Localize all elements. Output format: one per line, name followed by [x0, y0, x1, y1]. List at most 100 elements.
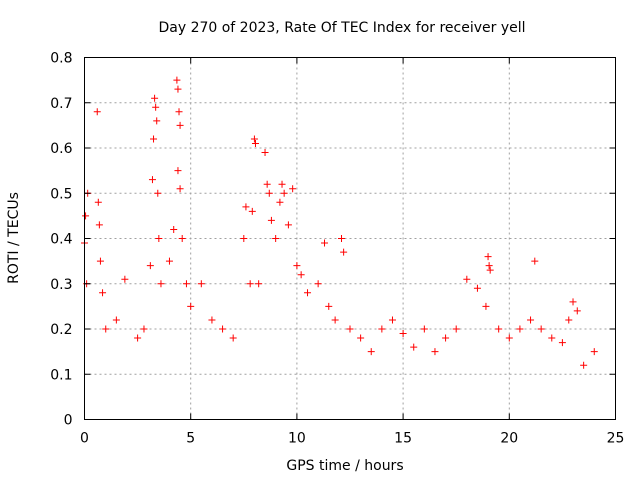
- data-point: [263, 180, 271, 188]
- data-point: [346, 325, 354, 333]
- data-point: [325, 302, 333, 310]
- data-point: [154, 189, 162, 197]
- data-point: [134, 334, 142, 342]
- data-point: [112, 316, 120, 324]
- data-points: [81, 76, 598, 369]
- data-point: [531, 257, 539, 265]
- data-point: [174, 85, 182, 93]
- data-point: [537, 325, 545, 333]
- data-point: [278, 180, 286, 188]
- data-point: [284, 221, 292, 229]
- data-point: [251, 139, 259, 147]
- data-point: [248, 207, 256, 215]
- x-axis-label: GPS time / hours: [286, 458, 403, 474]
- y-tick-label: 0.5: [50, 186, 72, 202]
- data-point: [178, 235, 186, 242]
- data-point: [155, 235, 163, 242]
- data-point: [272, 235, 280, 242]
- x-tick-label: 0: [80, 431, 89, 447]
- data-point: [289, 185, 297, 193]
- data-point: [331, 316, 339, 324]
- data-point: [486, 266, 494, 274]
- data-point: [565, 316, 573, 324]
- data-point: [176, 185, 184, 193]
- data-point: [229, 334, 237, 342]
- data-point: [452, 325, 460, 333]
- data-point: [590, 348, 598, 356]
- data-point: [420, 325, 428, 333]
- data-point: [267, 216, 275, 224]
- data-point: [442, 334, 450, 342]
- data-point: [558, 339, 566, 347]
- y-axis-label: ROTI / TECUs: [6, 192, 22, 284]
- data-point: [314, 280, 322, 288]
- data-point: [293, 262, 301, 270]
- data-point: [153, 117, 161, 125]
- data-point: [187, 302, 195, 310]
- data-point: [182, 280, 190, 288]
- data-point: [297, 271, 305, 279]
- y-tick-label: 0.2: [50, 322, 72, 338]
- data-point: [431, 348, 439, 356]
- data-point: [463, 275, 471, 283]
- data-point: [527, 316, 535, 324]
- data-point: [304, 289, 312, 297]
- data-point: [250, 135, 258, 143]
- data-point: [175, 108, 183, 116]
- data-point: [242, 203, 250, 211]
- data-point: [99, 289, 107, 297]
- data-point: [102, 325, 110, 333]
- y-tick-label: 0.7: [50, 96, 72, 112]
- data-point: [388, 316, 396, 324]
- data-point: [157, 280, 165, 288]
- data-point: [96, 257, 104, 265]
- x-tick-label: 15: [394, 431, 412, 447]
- y-tick-label: 0: [64, 413, 73, 429]
- data-point: [95, 221, 103, 229]
- data-point: [280, 189, 288, 197]
- data-point: [150, 135, 158, 143]
- data-point: [246, 280, 254, 288]
- data-point: [410, 343, 418, 351]
- data-point: [321, 239, 329, 247]
- y-tick-label: 0.6: [50, 141, 72, 157]
- data-point: [276, 198, 284, 206]
- data-point: [573, 307, 581, 315]
- y-tick-label: 0.3: [50, 277, 72, 293]
- y-tick-label: 0.1: [50, 367, 72, 383]
- data-point: [148, 176, 156, 184]
- x-tick-label: 5: [186, 431, 195, 447]
- data-point: [174, 167, 182, 175]
- data-point: [485, 262, 493, 270]
- data-point: [569, 298, 577, 306]
- y-tick-label: 0.8: [50, 51, 72, 67]
- data-point: [580, 361, 588, 369]
- grid: [84, 57, 616, 420]
- data-point: [340, 248, 348, 256]
- data-point: [121, 275, 129, 283]
- data-point: [151, 94, 159, 102]
- data-point: [338, 235, 346, 242]
- data-point: [94, 198, 102, 206]
- data-point: [516, 325, 524, 333]
- data-point: [495, 325, 503, 333]
- data-point: [399, 330, 407, 338]
- data-point: [82, 212, 90, 220]
- data-point: [357, 334, 365, 342]
- data-point: [146, 262, 154, 270]
- data-point: [219, 325, 227, 333]
- data-point: [261, 149, 269, 157]
- data-point: [482, 302, 490, 310]
- x-tick-label: 20: [500, 431, 518, 447]
- data-point: [173, 76, 181, 84]
- data-point: [197, 280, 205, 288]
- data-point: [152, 103, 160, 111]
- data-point: [265, 189, 273, 197]
- data-point: [505, 334, 513, 342]
- data-point: [367, 348, 375, 356]
- x-tick-label: 10: [288, 431, 306, 447]
- x-tick-label: 25: [607, 431, 625, 447]
- data-point: [473, 284, 481, 292]
- data-point: [378, 325, 386, 333]
